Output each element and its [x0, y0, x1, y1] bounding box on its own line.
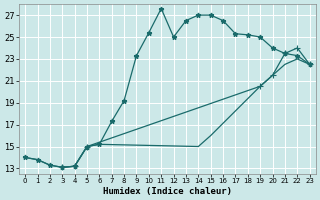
X-axis label: Humidex (Indice chaleur): Humidex (Indice chaleur): [103, 187, 232, 196]
